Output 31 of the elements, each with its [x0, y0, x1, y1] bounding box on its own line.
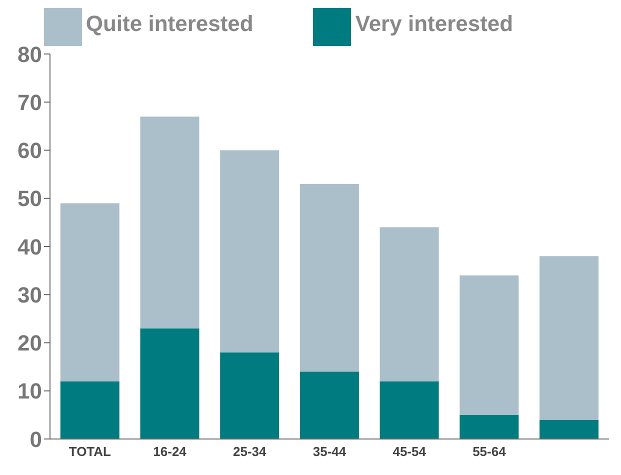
bar — [220, 150, 280, 352]
bar — [60, 203, 120, 382]
bar — [300, 184, 359, 372]
y-tick-label: 60 — [18, 138, 42, 164]
bar — [60, 381, 120, 439]
x-tick-label: TOTAL — [68, 444, 112, 460]
bar — [300, 372, 359, 439]
bar — [380, 381, 439, 439]
y-tick-label: 40 — [18, 234, 42, 260]
legend-label: Quite interested — [86, 11, 254, 36]
x-tick-label: 35-44 — [312, 444, 347, 460]
bar — [460, 275, 519, 415]
x-tick-label: 16-24 — [153, 444, 188, 460]
y-tick-label: 70 — [18, 90, 42, 115]
x-tick-label: 55-64 — [472, 444, 507, 460]
y-tick-label: 50 — [18, 186, 42, 212]
legend-label: Very interested — [355, 11, 514, 36]
bar — [540, 256, 599, 420]
y-tick-label: 20 — [18, 330, 42, 356]
y-tick-label: 0 — [30, 426, 42, 452]
x-tick-label: 25-34 — [233, 444, 268, 460]
y-tick-label: 80 — [18, 42, 42, 67]
y-tick-label: 30 — [18, 282, 42, 308]
y-tick-label: 10 — [18, 378, 42, 404]
bar — [460, 414, 519, 439]
bar — [220, 352, 280, 439]
x-tick-label: 45-54 — [392, 444, 427, 460]
bar — [540, 420, 599, 439]
bar — [140, 328, 200, 439]
bar — [140, 116, 200, 328]
bar — [380, 227, 439, 382]
